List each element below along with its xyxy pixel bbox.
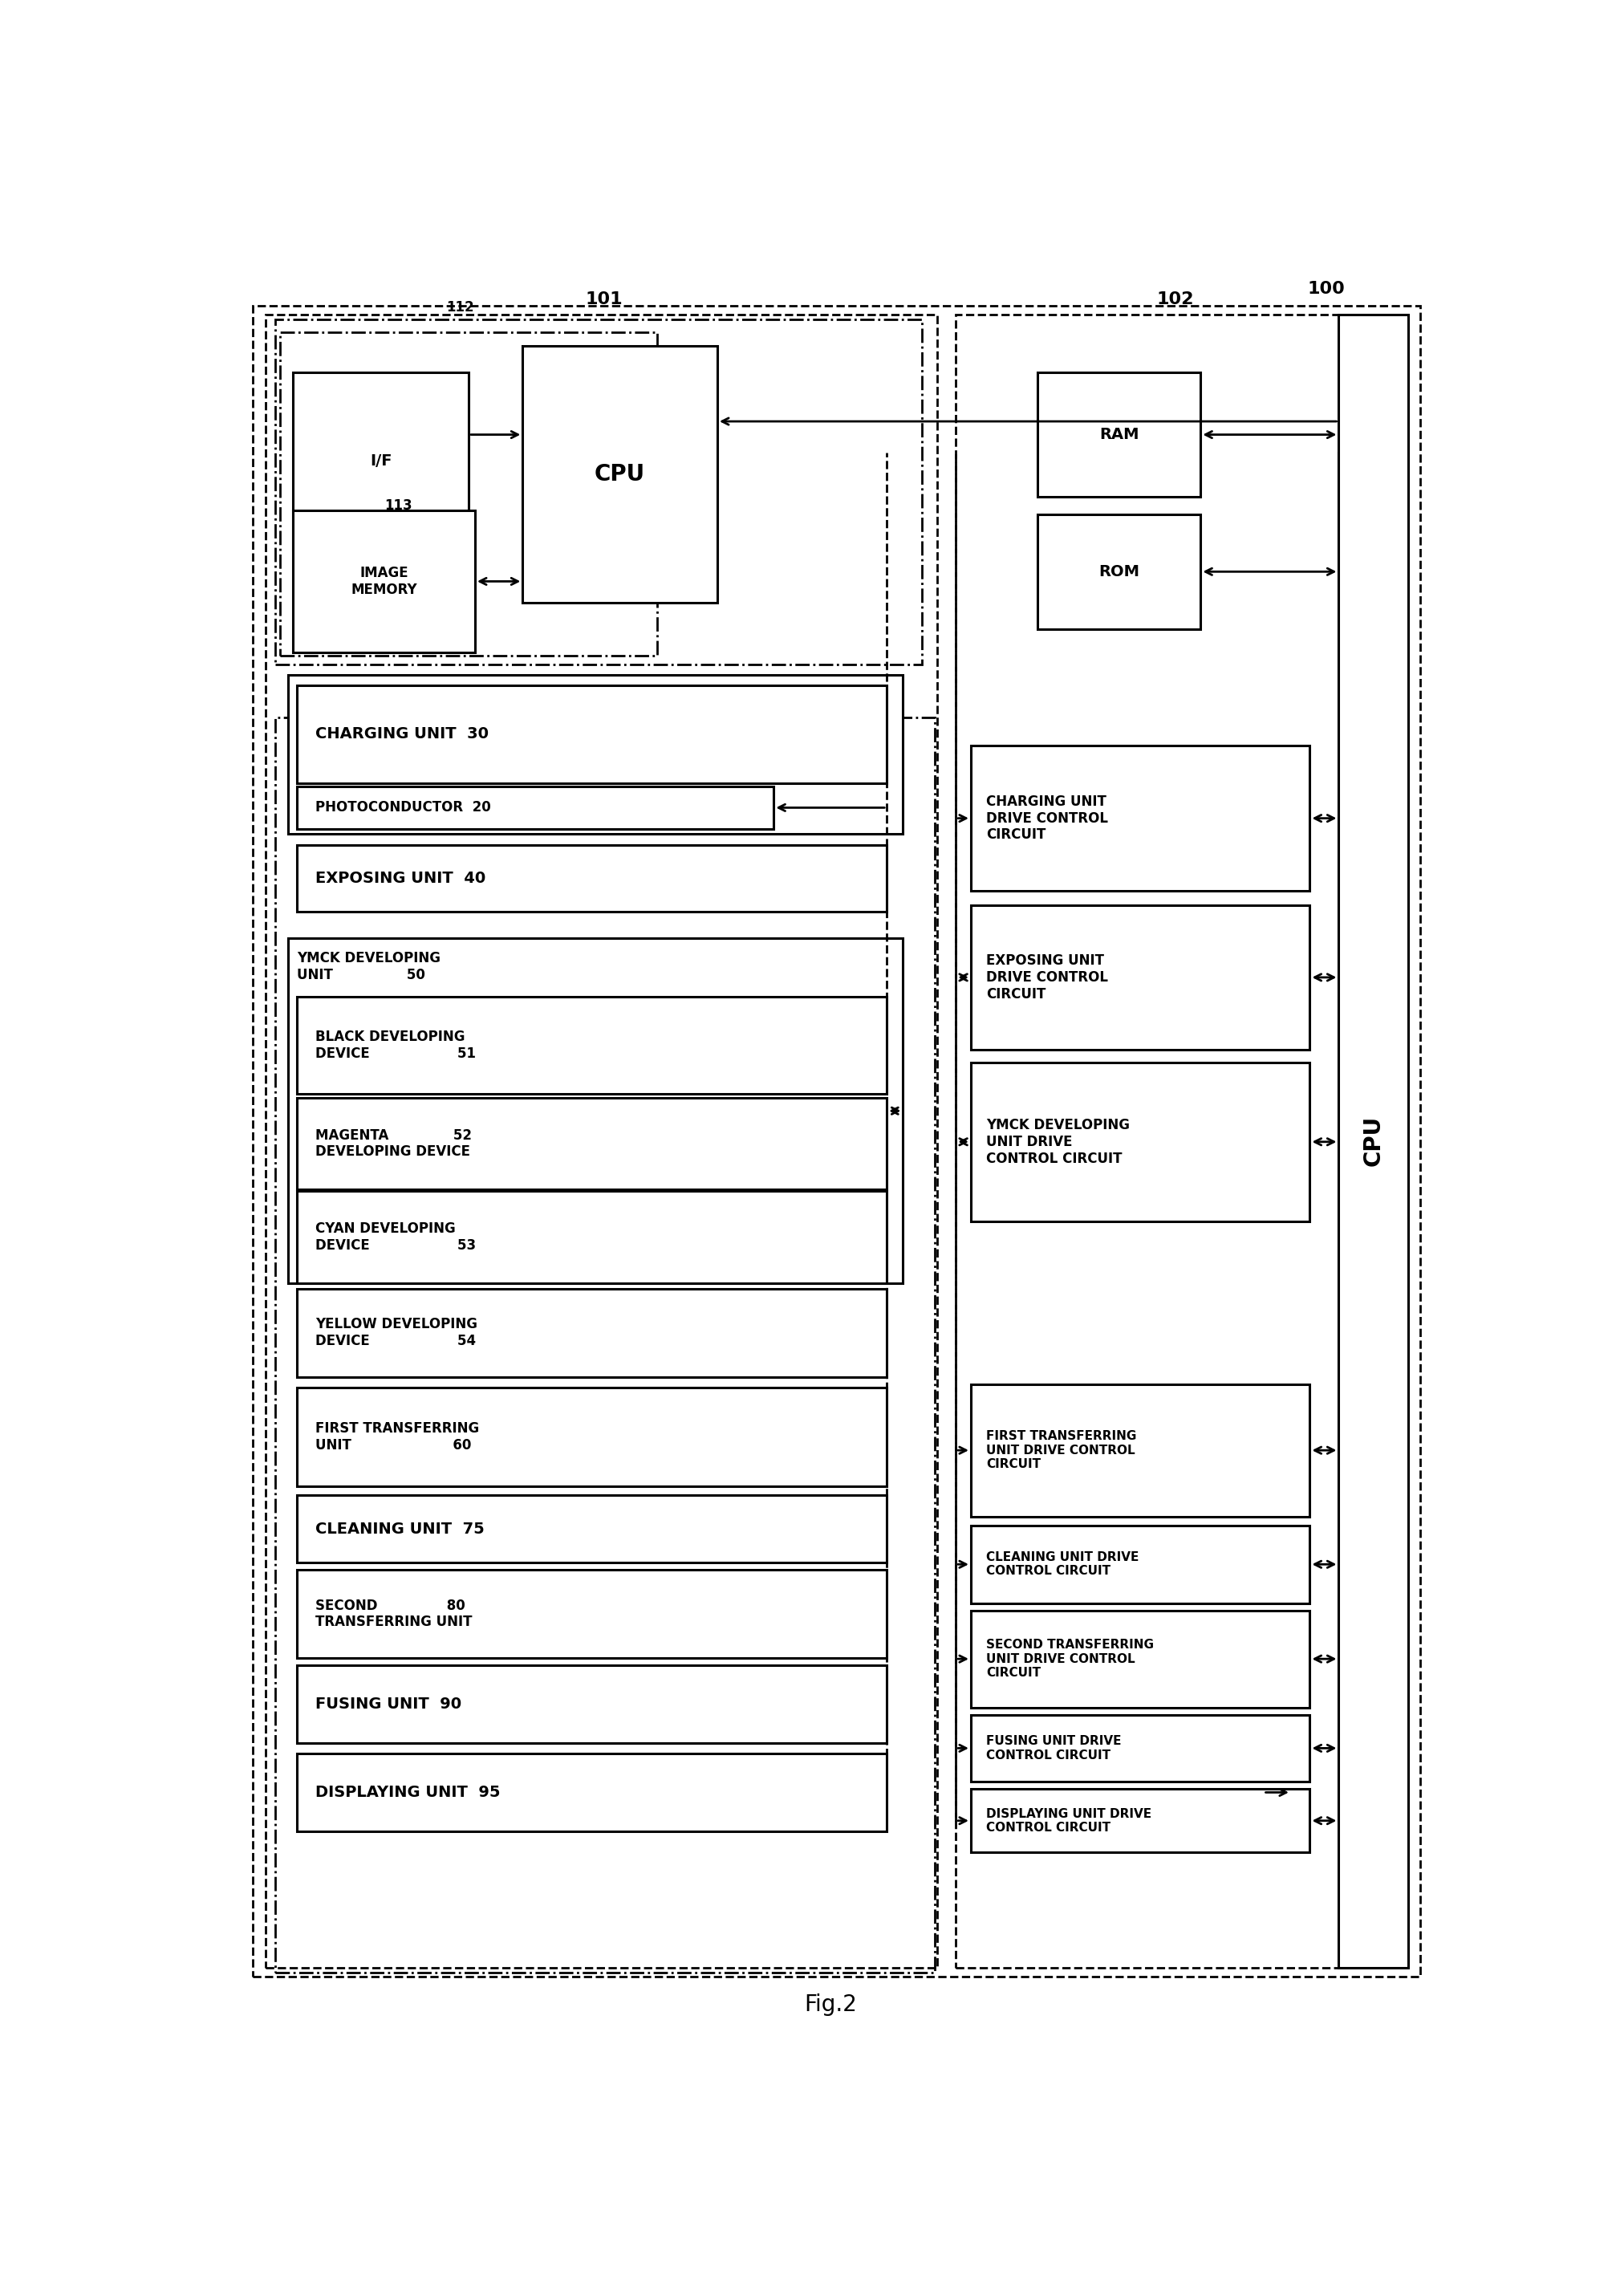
Bar [970,746,1311,891]
Text: CHARGING UNIT  30: CHARGING UNIT 30 [316,726,489,742]
Text: CLEANING UNIT DRIVE
CONTROL CIRCUIT: CLEANING UNIT DRIVE CONTROL CIRCUIT [987,1552,1139,1577]
Bar [296,1387,886,1486]
Bar [970,905,1311,1049]
Text: YELLOW DEVELOPING
DEVICE                   54: YELLOW DEVELOPING DEVICE 54 [316,1318,478,1348]
Bar [296,1570,886,1658]
Text: MAGENTA              52
DEVELOPING DEVICE: MAGENTA 52 DEVELOPING DEVICE [316,1127,471,1159]
Text: 101: 101 [585,292,624,308]
Text: 112: 112 [446,301,473,315]
Bar [266,315,936,1968]
Text: CYAN DEVELOPING
DEVICE                   53: CYAN DEVELOPING DEVICE 53 [316,1221,476,1254]
Text: EXPOSING UNIT  40: EXPOSING UNIT 40 [316,870,486,886]
Text: CPU: CPU [595,464,645,487]
Bar [288,675,902,833]
Bar [296,996,886,1095]
Bar [296,1097,886,1189]
Text: CLEANING UNIT  75: CLEANING UNIT 75 [316,1522,484,1536]
Text: 113: 113 [384,498,413,512]
Text: SECOND TRANSFERRING
UNIT DRIVE CONTROL
CIRCUIT: SECOND TRANSFERRING UNIT DRIVE CONTROL C… [987,1639,1153,1678]
Bar [275,719,935,1972]
Bar [1037,514,1200,629]
Text: DISPLAYING UNIT  95: DISPLAYING UNIT 95 [316,1784,501,1800]
Text: Fig.2: Fig.2 [804,1993,857,2016]
Text: YMCK DEVELOPING
UNIT                50: YMCK DEVELOPING UNIT 50 [296,951,441,983]
Bar [296,1665,886,1743]
Bar [970,1789,1311,1853]
Text: FIRST TRANSFERRING
UNIT DRIVE CONTROL
CIRCUIT: FIRST TRANSFERRING UNIT DRIVE CONTROL CI… [987,1430,1136,1469]
Bar [296,845,886,912]
Bar [970,1384,1311,1518]
Text: RAM: RAM [1098,427,1139,443]
Bar [293,510,475,652]
Text: IMAGE
MEMORY: IMAGE MEMORY [352,565,416,597]
Text: FIRST TRANSFERRING
UNIT                      60: FIRST TRANSFERRING UNIT 60 [316,1421,480,1453]
Bar [296,1288,886,1378]
Bar [970,1525,1311,1603]
Bar [280,333,658,657]
Bar [296,687,886,783]
Bar [523,347,718,602]
Bar [288,939,902,1283]
Text: 100: 100 [1307,280,1345,296]
Bar [970,1063,1311,1221]
Text: FUSING UNIT  90: FUSING UNIT 90 [316,1697,462,1711]
Text: ROM: ROM [1098,565,1139,579]
Bar [296,1495,886,1564]
Text: EXPOSING UNIT
DRIVE CONTROL
CIRCUIT: EXPOSING UNIT DRIVE CONTROL CIRCUIT [987,953,1108,1001]
Bar [296,1192,886,1283]
Text: CPU: CPU [1362,1116,1385,1166]
Text: CHARGING UNIT
DRIVE CONTROL
CIRCUIT: CHARGING UNIT DRIVE CONTROL CIRCUIT [987,794,1108,843]
Text: BLACK DEVELOPING
DEVICE                   51: BLACK DEVELOPING DEVICE 51 [316,1031,476,1061]
Text: FUSING UNIT DRIVE
CONTROL CIRCUIT: FUSING UNIT DRIVE CONTROL CIRCUIT [987,1736,1121,1761]
Bar [275,319,922,664]
Text: 102: 102 [1157,292,1194,308]
Bar [970,1715,1311,1782]
Text: YMCK DEVELOPING
UNIT DRIVE
CONTROL CIRCUIT: YMCK DEVELOPING UNIT DRIVE CONTROL CIRCU… [987,1118,1129,1166]
Bar [956,315,1408,1968]
Bar [293,372,468,549]
Text: PHOTOCONDUCTOR  20: PHOTOCONDUCTOR 20 [316,801,491,815]
Bar [1037,372,1200,496]
Text: DISPLAYING UNIT DRIVE
CONTROL CIRCUIT: DISPLAYING UNIT DRIVE CONTROL CIRCUIT [987,1807,1152,1835]
Text: SECOND               80
TRANSFERRING UNIT: SECOND 80 TRANSFERRING UNIT [316,1598,473,1630]
Bar [970,1609,1311,1708]
Bar [1338,315,1408,1968]
Text: I/F: I/F [369,455,392,468]
Bar [296,788,774,829]
Bar [296,1754,886,1832]
